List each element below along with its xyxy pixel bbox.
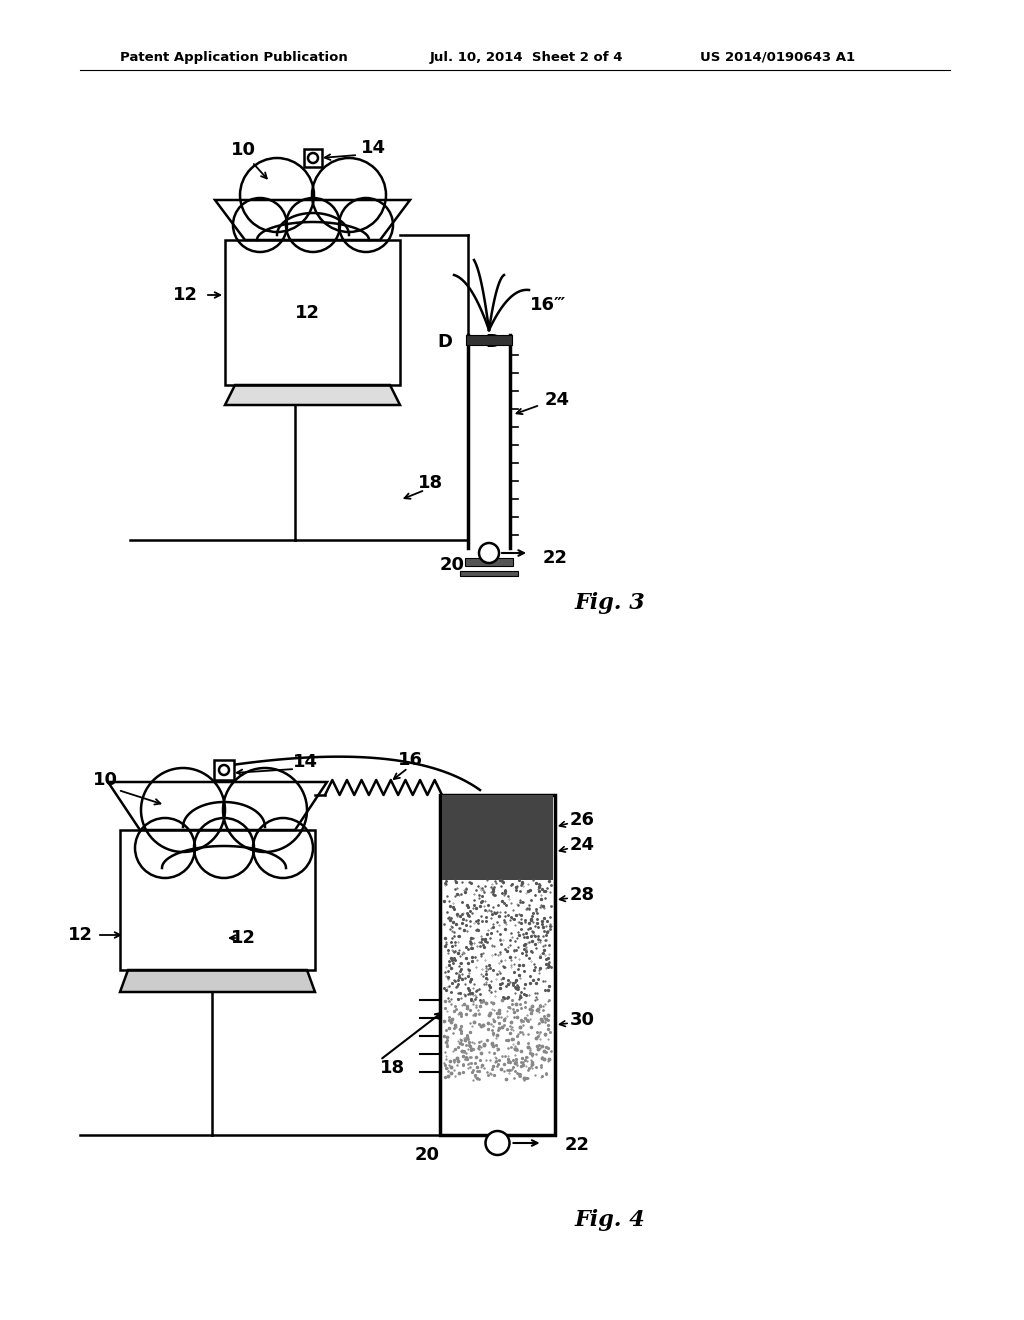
Bar [120, 830, 315, 970]
Text: 24: 24 [570, 836, 595, 854]
Bar [440, 795, 555, 1135]
Text: 12: 12 [172, 286, 198, 304]
Text: 28: 28 [570, 886, 595, 904]
Bar [465, 558, 513, 566]
Text: D: D [437, 333, 452, 351]
Text: Jul. 10, 2014  Sheet 2 of 4: Jul. 10, 2014 Sheet 2 of 4 [430, 50, 624, 63]
Text: 18: 18 [380, 1059, 406, 1077]
Text: 22: 22 [543, 549, 567, 568]
Text: 22: 22 [565, 1137, 590, 1154]
Text: 14: 14 [360, 139, 385, 157]
Text: Fig. 4: Fig. 4 [574, 1209, 645, 1232]
Text: 18: 18 [418, 474, 443, 492]
Text: 16‴: 16‴ [530, 296, 566, 314]
Text: 10: 10 [230, 141, 256, 158]
Text: 20: 20 [439, 556, 465, 574]
Text: 26: 26 [570, 810, 595, 829]
Circle shape [485, 1131, 510, 1155]
Bar [214, 760, 234, 780]
Bar [442, 795, 553, 880]
Text: 16: 16 [397, 751, 423, 770]
Text: 12: 12 [230, 929, 256, 946]
Text: 12: 12 [295, 304, 319, 322]
Text: 30: 30 [570, 1011, 595, 1030]
Text: 24: 24 [545, 391, 570, 409]
Text: Patent Application Publication: Patent Application Publication [120, 50, 348, 63]
Bar [225, 240, 400, 385]
Text: D: D [485, 333, 500, 351]
Bar [466, 335, 512, 345]
Polygon shape [225, 385, 400, 405]
Text: 14: 14 [293, 752, 317, 771]
Text: 10: 10 [92, 771, 118, 789]
Text: US 2014/0190643 A1: US 2014/0190643 A1 [700, 50, 855, 63]
Polygon shape [120, 970, 315, 993]
Text: 12: 12 [68, 927, 92, 944]
Bar [460, 572, 518, 576]
Text: Fig. 3: Fig. 3 [574, 591, 645, 614]
Circle shape [479, 543, 499, 564]
Text: 20: 20 [415, 1146, 440, 1164]
Bar [304, 149, 322, 168]
